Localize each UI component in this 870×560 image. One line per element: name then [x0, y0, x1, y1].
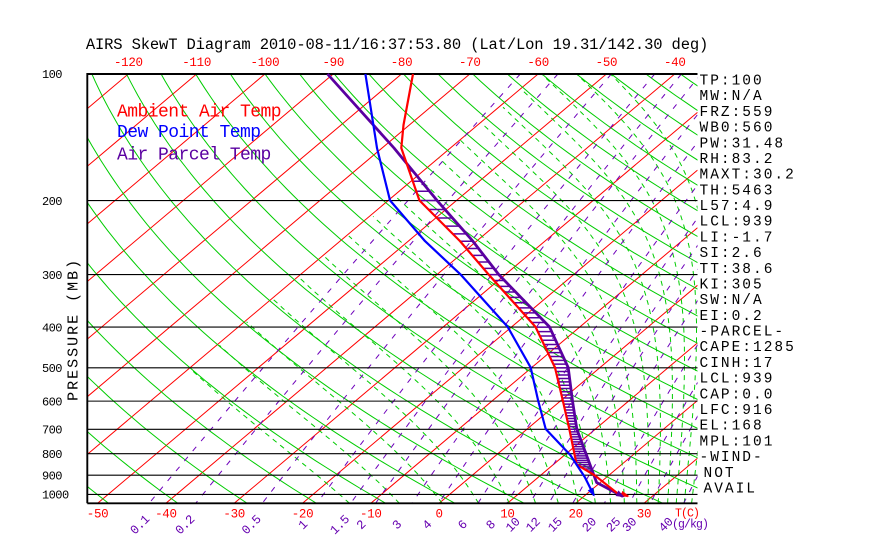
- svg-text:PW:31.48: PW:31.48: [700, 136, 786, 152]
- svg-text:0: 0: [435, 508, 442, 522]
- svg-text:-10: -10: [360, 508, 382, 522]
- svg-text:L57:4.9: L57:4.9: [700, 199, 775, 215]
- svg-text:300: 300: [42, 269, 62, 283]
- svg-text:-70: -70: [459, 56, 481, 70]
- svg-text:TH:5463: TH:5463: [700, 183, 775, 199]
- svg-text:EI:0.2: EI:0.2: [700, 309, 764, 325]
- svg-text:NOT: NOT: [704, 466, 736, 482]
- svg-text:-60: -60: [527, 56, 549, 70]
- svg-text:MAXT:30.2: MAXT:30.2: [700, 168, 796, 184]
- svg-text:600: 600: [42, 395, 62, 409]
- svg-text:RH:83.2: RH:83.2: [700, 152, 775, 168]
- svg-text:-PARCEL-: -PARCEL-: [700, 325, 786, 341]
- svg-text:900: 900: [42, 469, 62, 483]
- svg-text:WB0:560: WB0:560: [700, 121, 775, 137]
- svg-text:-40: -40: [155, 508, 177, 522]
- svg-text:SW:N/A: SW:N/A: [700, 293, 764, 309]
- svg-text:-50: -50: [87, 508, 109, 522]
- svg-text:FRZ:559: FRZ:559: [700, 105, 775, 121]
- svg-text:(g/kg): (g/kg): [672, 519, 708, 532]
- svg-text:-WIND-: -WIND-: [700, 450, 764, 466]
- svg-text:-20: -20: [292, 508, 314, 522]
- svg-text:CINH:17: CINH:17: [700, 356, 775, 372]
- svg-text:CAP:0.0: CAP:0.0: [700, 387, 775, 403]
- svg-text:-80: -80: [391, 56, 413, 70]
- svg-text:LCL:939: LCL:939: [700, 215, 775, 231]
- svg-text:-120: -120: [114, 56, 143, 70]
- svg-text:Air Parcel Temp: Air Parcel Temp: [117, 146, 271, 166]
- svg-text:100: 100: [42, 68, 62, 82]
- svg-text:500: 500: [42, 362, 62, 376]
- svg-text:Ambient Air Temp: Ambient Air Temp: [117, 103, 281, 123]
- svg-text:LFC:916: LFC:916: [700, 403, 775, 419]
- svg-text:PRESSURE (MB): PRESSURE (MB): [66, 258, 83, 401]
- svg-text:KI:305: KI:305: [700, 277, 764, 293]
- svg-text:CAPE:1285: CAPE:1285: [700, 340, 796, 356]
- svg-text:-50: -50: [596, 56, 618, 70]
- svg-text:AVAIL: AVAIL: [704, 481, 758, 497]
- svg-text:400: 400: [42, 321, 62, 335]
- svg-text:1000: 1000: [42, 489, 69, 503]
- svg-text:EL:168: EL:168: [700, 419, 764, 435]
- svg-text:MPL:101: MPL:101: [700, 434, 775, 450]
- svg-text:TP:100: TP:100: [700, 74, 764, 90]
- svg-text:30: 30: [637, 508, 651, 522]
- svg-text:LCL:939: LCL:939: [700, 372, 775, 388]
- svg-text:T(C): T(C): [675, 508, 699, 521]
- svg-text:700: 700: [42, 423, 62, 437]
- svg-text:10: 10: [500, 508, 514, 522]
- svg-text:-100: -100: [251, 56, 280, 70]
- svg-text:-30: -30: [223, 508, 245, 522]
- svg-text:-40: -40: [664, 56, 686, 70]
- svg-text:LI:-1.7: LI:-1.7: [700, 230, 775, 246]
- svg-text:-90: -90: [322, 56, 344, 70]
- svg-text:20: 20: [568, 508, 582, 522]
- svg-text:AIRS SkewT Diagram 2010-08-11/: AIRS SkewT Diagram 2010-08-11/16:37:53.8…: [86, 36, 708, 54]
- svg-text:-110: -110: [182, 56, 211, 70]
- svg-text:800: 800: [42, 448, 62, 462]
- svg-text:MW:N/A: MW:N/A: [700, 89, 764, 105]
- svg-text:TT:38.6: TT:38.6: [700, 262, 775, 278]
- svg-text:200: 200: [42, 195, 62, 209]
- svg-text:SI:2.6: SI:2.6: [700, 246, 764, 262]
- svg-text:Dew Point Temp: Dew Point Temp: [117, 123, 261, 143]
